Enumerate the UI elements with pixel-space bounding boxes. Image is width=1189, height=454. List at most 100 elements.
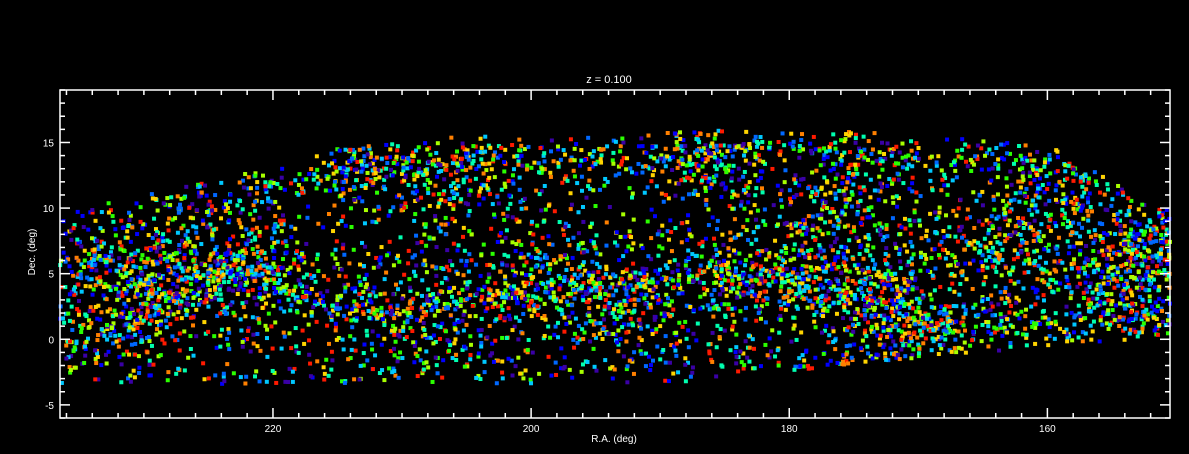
galaxy-point (461, 177, 466, 182)
galaxy-point (352, 299, 357, 304)
galaxy-point (758, 135, 763, 140)
galaxy-point (817, 148, 822, 153)
galaxy-point (1023, 155, 1028, 160)
galaxy-point (784, 266, 789, 271)
galaxy-point (818, 283, 823, 288)
galaxy-point (864, 334, 869, 339)
galaxy-point (96, 377, 101, 382)
galaxy-point (815, 299, 820, 304)
galaxy-point (582, 330, 587, 335)
galaxy-point (667, 157, 672, 162)
galaxy-point (928, 211, 933, 216)
galaxy-point (914, 199, 919, 204)
galaxy-point (271, 261, 276, 266)
galaxy-point (672, 344, 677, 349)
galaxy-point (1056, 235, 1061, 240)
galaxy-point (639, 243, 644, 248)
galaxy-point (1162, 240, 1167, 245)
galaxy-point (374, 220, 379, 225)
galaxy-point (521, 280, 526, 285)
galaxy-point (1016, 179, 1021, 184)
galaxy-point (1110, 307, 1115, 312)
galaxy-point (295, 295, 300, 300)
galaxy-point (733, 273, 738, 278)
galaxy-point (998, 290, 1003, 295)
galaxy-point (588, 339, 593, 344)
galaxy-point (834, 236, 839, 241)
galaxy-point (431, 292, 436, 297)
galaxy-point (618, 302, 623, 307)
galaxy-point (845, 328, 850, 333)
galaxy-point (637, 335, 642, 340)
galaxy-point (780, 272, 785, 277)
galaxy-point (1157, 284, 1162, 289)
galaxy-point (309, 276, 314, 280)
galaxy-point (264, 301, 269, 306)
galaxy-point (529, 219, 534, 224)
galaxy-point (199, 242, 204, 247)
galaxy-point (174, 371, 179, 376)
galaxy-point (1032, 158, 1037, 163)
galaxy-point (831, 284, 836, 289)
galaxy-point (510, 173, 515, 178)
galaxy-point (1092, 170, 1097, 175)
galaxy-point (431, 236, 436, 241)
galaxy-point (354, 302, 359, 307)
galaxy-point (1106, 269, 1111, 274)
galaxy-point (655, 344, 660, 349)
galaxy-point (404, 335, 409, 340)
galaxy-point (487, 161, 492, 166)
galaxy-point (764, 247, 769, 252)
galaxy-point (798, 363, 803, 368)
galaxy-point (858, 220, 863, 225)
galaxy-point (679, 240, 684, 245)
galaxy-point (952, 289, 957, 294)
galaxy-point (757, 307, 762, 312)
galaxy-point (80, 213, 85, 218)
galaxy-point (833, 258, 838, 263)
galaxy-point (878, 232, 883, 237)
galaxy-point (787, 196, 792, 201)
galaxy-point (911, 156, 916, 161)
galaxy-point (74, 255, 79, 260)
galaxy-point (986, 329, 991, 334)
galaxy-point (1064, 274, 1069, 279)
galaxy-point (585, 360, 590, 365)
galaxy-point (995, 240, 1000, 245)
galaxy-point (791, 139, 796, 144)
galaxy-point (650, 328, 655, 333)
galaxy-point (194, 307, 199, 312)
galaxy-point (1145, 317, 1150, 322)
galaxy-point (138, 302, 143, 307)
galaxy-point (395, 306, 400, 311)
galaxy-point (130, 259, 135, 264)
galaxy-point (1106, 308, 1111, 313)
galaxy-point (370, 161, 375, 166)
galaxy-point (433, 340, 438, 345)
galaxy-point (199, 181, 204, 186)
galaxy-point (980, 322, 985, 327)
galaxy-point (246, 293, 251, 298)
galaxy-point (638, 284, 643, 289)
galaxy-point (702, 269, 707, 274)
galaxy-point (1097, 249, 1102, 254)
galaxy-point (563, 152, 568, 157)
galaxy-point (564, 256, 569, 261)
galaxy-point (938, 284, 943, 289)
galaxy-point (801, 218, 806, 223)
galaxy-point (99, 332, 104, 337)
galaxy-point (999, 296, 1004, 301)
galaxy-point (743, 263, 748, 268)
galaxy-point (691, 331, 696, 336)
galaxy-point (382, 323, 387, 328)
galaxy-point (825, 206, 830, 211)
galaxy-point (540, 265, 545, 270)
galaxy-point (655, 300, 660, 305)
galaxy-point (890, 287, 895, 292)
galaxy-point (760, 266, 765, 271)
galaxy-point (140, 320, 145, 325)
galaxy-point (642, 190, 647, 195)
galaxy-point (167, 239, 172, 244)
galaxy-point (741, 366, 746, 371)
galaxy-point (274, 380, 279, 385)
